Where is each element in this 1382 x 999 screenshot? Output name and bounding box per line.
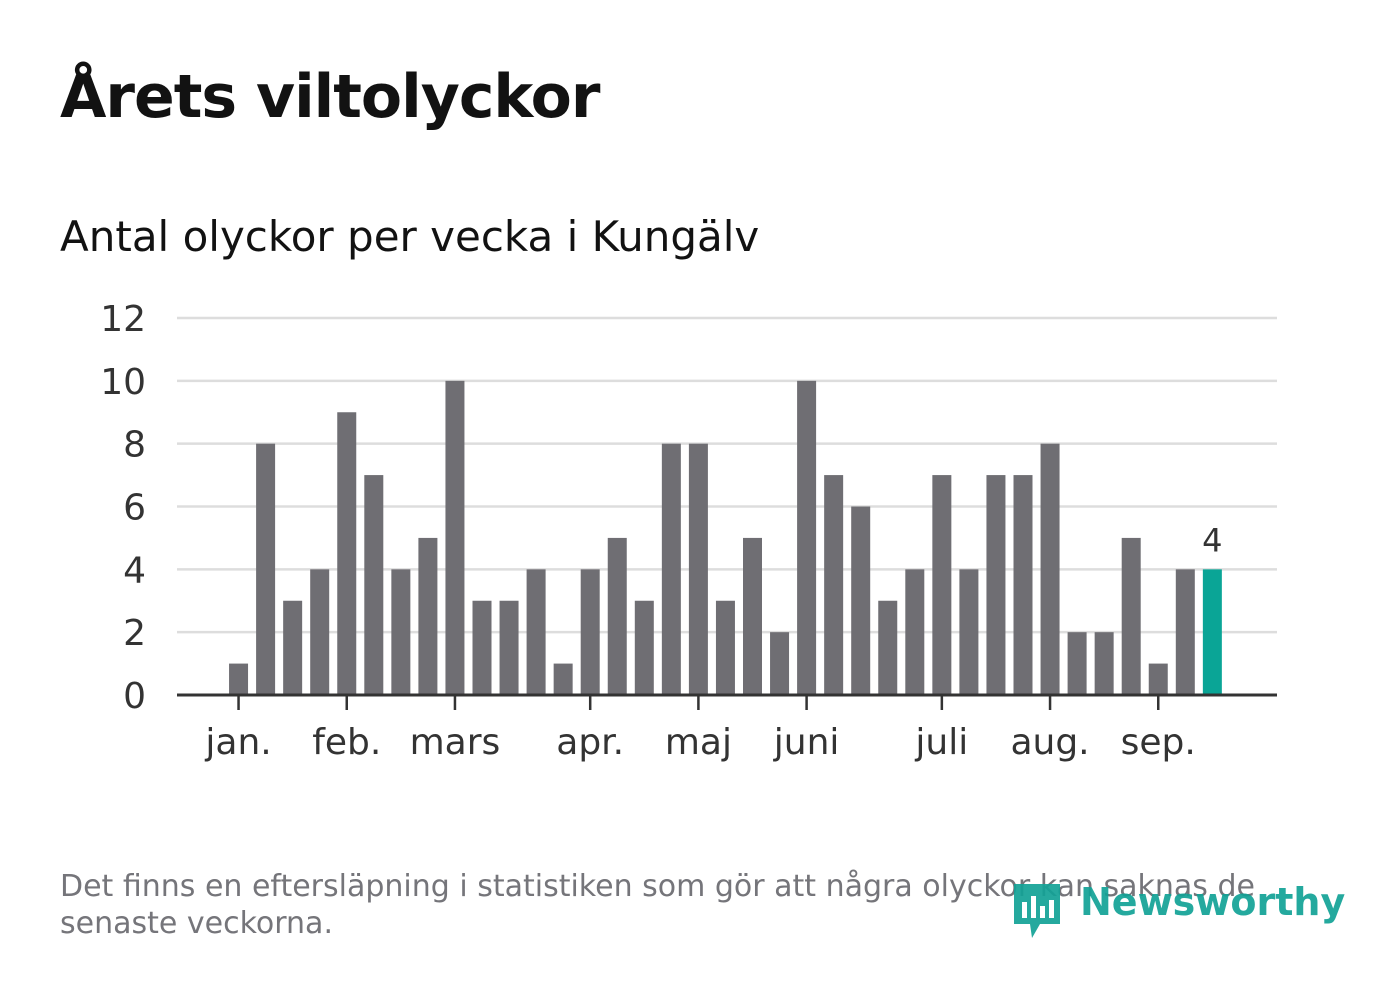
bar: [715, 600, 735, 695]
x-axis-ticks: jan. feb. mars apr. maj juni juli aug. sep.: [204, 695, 1196, 763]
bar: [661, 443, 681, 695]
bar: [256, 443, 276, 695]
bar: [283, 600, 303, 695]
y-tick-label: 0: [123, 676, 146, 717]
y-tick-label: 2: [123, 613, 146, 654]
bar: [959, 569, 979, 695]
bar: [391, 569, 411, 695]
newsworthy-logo[interactable]: Newsworthy: [1010, 880, 1345, 942]
x-tick-label: apr.: [556, 722, 624, 763]
x-tick-label: mars: [410, 722, 501, 763]
x-tick-label: sep.: [1121, 722, 1196, 763]
bar: [634, 600, 654, 695]
bar: [1094, 632, 1114, 695]
bar: [743, 537, 762, 695]
data-labels: 4: [1202, 521, 1222, 559]
data-label: 4: [1202, 521, 1222, 559]
y-axis-tick-labels: 0 2 4 6 8 10 12: [100, 299, 146, 717]
bar: [878, 600, 898, 695]
bar: [1067, 632, 1087, 695]
bar: [1040, 443, 1060, 695]
bar: [770, 632, 790, 695]
chart-title: Årets viltolyckor: [60, 62, 600, 132]
bar: [824, 475, 844, 695]
bar: [688, 443, 708, 695]
bar: [851, 506, 871, 695]
y-tick-label: 12: [100, 299, 146, 340]
y-tick-label: 4: [123, 550, 146, 591]
bar: [905, 569, 925, 695]
y-tick-label: 10: [100, 362, 146, 403]
bar: [553, 663, 573, 695]
bar: [418, 537, 438, 695]
bar: [797, 380, 817, 695]
bars: [229, 380, 1222, 695]
x-tick-label: aug.: [1010, 722, 1089, 763]
bar: [1013, 475, 1033, 695]
bar: [1148, 663, 1168, 695]
bar: [526, 569, 546, 695]
y-tick-label: 8: [123, 425, 146, 466]
bar: [932, 475, 952, 695]
bar: [1175, 569, 1195, 695]
bar: [580, 569, 600, 695]
bar: [986, 475, 1006, 695]
x-tick-label: jan.: [204, 722, 271, 763]
bar: [364, 475, 384, 695]
x-tick-label: feb.: [312, 722, 381, 763]
bar: [445, 380, 465, 695]
newsworthy-logo-icon: [1014, 884, 1060, 938]
chart-subtitle: Antal olyckor per vecka i Kungälv: [60, 212, 760, 261]
x-tick-label: maj: [665, 722, 732, 763]
bar-highlight: [1202, 569, 1222, 695]
bar: [472, 600, 492, 695]
x-tick-label: juni: [773, 722, 840, 763]
bar: [229, 663, 249, 695]
bar: [499, 600, 519, 695]
brand-name: Newsworthy: [1080, 880, 1346, 924]
bar: [607, 537, 627, 695]
bar: [310, 569, 330, 695]
bar: [337, 412, 357, 695]
y-tick-label: 6: [123, 488, 146, 529]
bar: [1121, 537, 1141, 695]
x-tick-label: juli: [914, 722, 968, 763]
